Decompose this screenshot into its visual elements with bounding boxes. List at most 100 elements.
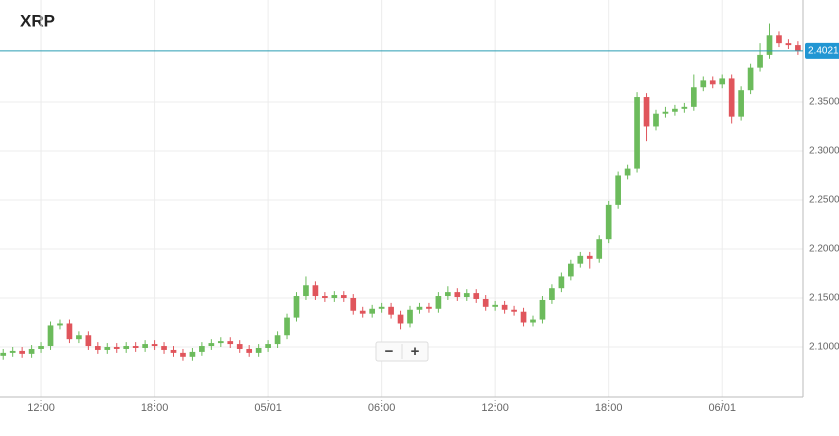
candle-body [38, 346, 44, 349]
candle-body [634, 97, 640, 169]
y-tick-label: 2.3500 [809, 97, 839, 108]
candle-body [520, 311, 527, 323]
candle-body [558, 276, 565, 289]
candle-body [728, 78, 735, 117]
y-tick-label: 2.1500 [809, 293, 839, 304]
candle-body [568, 263, 574, 277]
candle-body [9, 350, 16, 353]
candle-body [312, 285, 319, 297]
candle-body [426, 306, 432, 309]
candle-body [416, 306, 423, 310]
candle-body [596, 239, 603, 259]
candle-body [577, 255, 584, 264]
candle-body [66, 323, 73, 340]
candle-body [681, 106, 688, 109]
candle-body [208, 343, 215, 347]
x-tick-label: 06:00 [368, 402, 396, 414]
candle-body [586, 255, 593, 259]
candle-body [643, 97, 650, 127]
y-tick-label: 2.1000 [809, 342, 839, 353]
chart-title: XRP [20, 11, 55, 30]
candle-body [624, 168, 631, 176]
x-tick-label: 12:00 [481, 402, 509, 414]
candle-body [776, 35, 782, 44]
candle-body [85, 335, 92, 347]
candle-body [653, 113, 659, 127]
candle-body [236, 344, 243, 349]
candle-body [104, 347, 111, 350]
candle-body [454, 292, 461, 298]
last-price-tag [805, 42, 839, 59]
candle-body [378, 306, 385, 309]
candle-body [284, 317, 290, 336]
candle-body [757, 54, 763, 68]
candle-body [246, 348, 253, 353]
candle-body [132, 346, 139, 348]
candle-body [615, 175, 621, 205]
candle-body [180, 352, 186, 357]
candle-body [189, 351, 196, 357]
x-tick-label: 18:00 [595, 402, 623, 414]
candle-body [690, 87, 697, 107]
candle-body [170, 349, 177, 353]
candle-body [492, 304, 498, 307]
candle-body [322, 296, 328, 298]
candle-body [340, 295, 347, 298]
candle-body [255, 347, 262, 353]
last-price-label: 2.4021 [808, 46, 839, 57]
zoom-in-button[interactable]: + [411, 343, 420, 360]
candle-body [28, 348, 35, 354]
candle-body [94, 346, 101, 350]
candle-body [217, 341, 224, 344]
zoom-out-button[interactable]: − [385, 343, 394, 360]
candle-body [501, 304, 508, 310]
candle-body [199, 346, 205, 352]
y-tick-label: 2.2500 [809, 195, 839, 206]
candle-body [303, 285, 309, 297]
candle-body [274, 335, 281, 345]
candle-body [350, 297, 357, 311]
candle-body [293, 296, 300, 318]
y-tick-label: 2.2000 [809, 244, 839, 255]
candle-body [672, 108, 678, 112]
candle-body [0, 352, 7, 356]
candle-body [227, 341, 234, 345]
candle-body [113, 347, 120, 349]
candle-body [719, 78, 726, 85]
candle-body [331, 295, 338, 298]
candle-body [435, 296, 442, 309]
candle-body [766, 35, 773, 55]
candle-body [700, 80, 707, 88]
candle-body [397, 314, 404, 324]
candle-body [142, 344, 148, 348]
candle-body [47, 325, 54, 347]
candle-body [407, 309, 413, 324]
candle-body [747, 67, 754, 91]
candle-body [738, 90, 744, 117]
candle-body [388, 306, 394, 315]
x-tick-label: 05/01 [254, 402, 282, 414]
candle-body [123, 346, 130, 349]
candle-body [605, 204, 612, 240]
candle-body [76, 335, 82, 340]
x-tick-label: 06/01 [708, 402, 736, 414]
candle-body [539, 299, 546, 320]
zoom-controls: − + [375, 341, 429, 362]
candle-body [511, 309, 517, 312]
candle-body [369, 308, 376, 314]
x-tick-label: 18:00 [141, 402, 169, 414]
candle-body [151, 344, 158, 347]
candle-body [795, 45, 801, 51]
candle-body [662, 111, 669, 114]
candle-body [473, 293, 480, 299]
candle-body [19, 350, 25, 354]
candle-body [161, 346, 167, 350]
y-tick-label: 2.3000 [809, 146, 839, 157]
candle-body [445, 292, 451, 297]
candle-body [482, 298, 489, 307]
candle-body [709, 80, 716, 85]
x-tick-label: 12:00 [27, 402, 55, 414]
candle-body [530, 319, 536, 323]
